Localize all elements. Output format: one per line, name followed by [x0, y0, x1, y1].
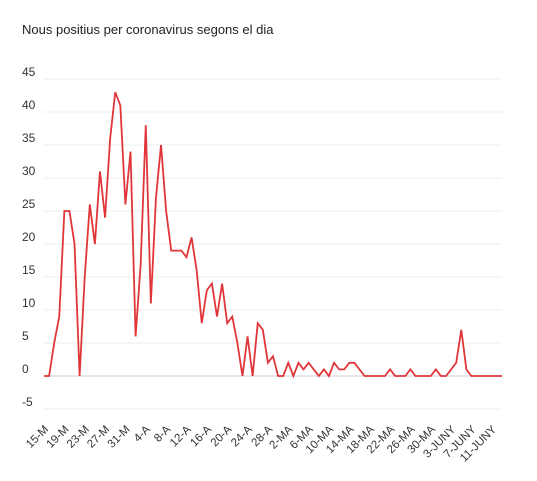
- x-tick-label: 23-M: [65, 424, 92, 451]
- x-tick-label: 15-M: [24, 424, 51, 451]
- y-tick-label: 20: [22, 230, 36, 244]
- y-tick-label: 15: [22, 263, 36, 277]
- y-tick-label: 30: [22, 164, 36, 178]
- x-tick-label: 24-A: [229, 423, 255, 449]
- x-tick-label: 19-M: [45, 424, 72, 451]
- chart-title: Nous positius per coronavirus segons el …: [22, 22, 274, 37]
- series-lines: [44, 91, 502, 379]
- x-tick-label: 20-A: [209, 423, 235, 449]
- y-tick-label: 40: [22, 98, 36, 112]
- x-tick-label: 27-M: [85, 424, 112, 451]
- y-tick-label: 5: [22, 329, 29, 343]
- y-tick-label: 10: [22, 296, 36, 310]
- y-tick-label: 0: [22, 362, 29, 376]
- gridlines: [44, 78, 502, 410]
- y-tick-label: -5: [22, 395, 33, 409]
- y-tick-label: 35: [22, 131, 36, 145]
- x-tick-label: 12-A: [168, 423, 194, 449]
- x-axis-tick-labels: 15-M19-M23-M27-M31-M 4-A 8-A12-A16-A20-A24…: [24, 423, 499, 464]
- y-tick-label: 45: [22, 65, 36, 79]
- x-tick-label: 31-M: [106, 424, 133, 451]
- series-line-positius: [44, 91, 502, 379]
- x-tick-label: 16-A: [188, 423, 214, 449]
- x-tick-label: 4-A: [132, 423, 153, 444]
- y-tick-label: 25: [22, 197, 36, 211]
- y-axis-tick-labels: 45 40 35 30 25 20 15 10 5 0 -5: [22, 65, 36, 409]
